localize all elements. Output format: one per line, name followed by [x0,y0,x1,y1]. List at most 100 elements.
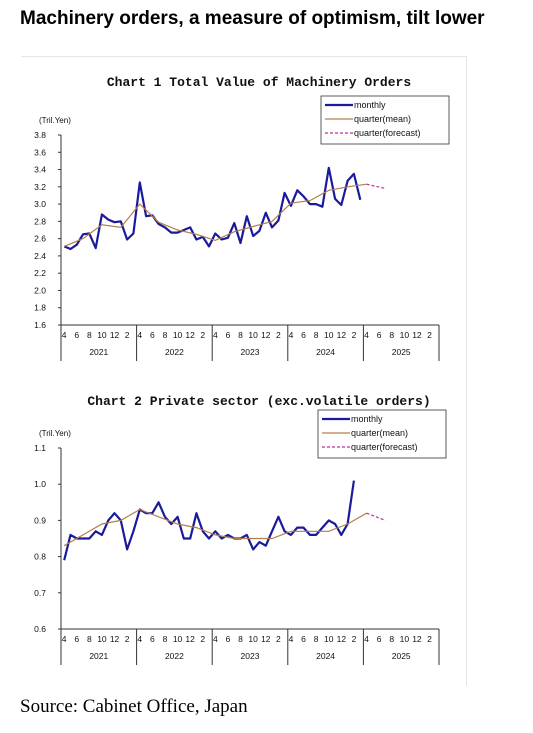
year-label: 2025 [392,347,411,357]
x-tick-label: 6 [150,634,155,644]
x-tick-label: 8 [87,330,92,340]
x-tick-label: 4 [289,330,294,340]
y-tick-label: 1.8 [34,303,46,313]
legend-label: quarter(forecast) [354,128,421,138]
x-tick-label: 4 [62,634,67,644]
year-label: 2023 [241,347,260,357]
y-tick-label: 3.6 [34,147,46,157]
series-quarter-forecast-line [366,183,386,190]
legend: monthly quarter(mean) quarter(forecast) [317,409,447,459]
y-tick-label: 2.8 [34,216,46,226]
year-label: 2023 [241,651,260,661]
y-unit-label: (Tril.Yen) [39,429,71,438]
x-tick-label: 4 [137,634,142,644]
legend-label: monthly [351,414,383,424]
y-tick-label: 3.2 [34,182,46,192]
y-tick-label: 3.0 [34,199,46,209]
y-tick-label: 2.0 [34,285,46,295]
x-tick-label: 6 [74,330,79,340]
x-tick-label: 4 [137,330,142,340]
x-tick-label: 4 [289,634,294,644]
x-tick-label: 8 [389,330,394,340]
x-tick-label: 12 [337,330,347,340]
x-tick-label: 6 [301,634,306,644]
y-tick-label: 3.8 [34,130,46,140]
x-tick-label: 10 [400,634,410,644]
y-tick-label: 1.0 [34,479,46,489]
x-tick-label: 6 [377,330,382,340]
x-tick-label: 12 [110,634,120,644]
x-tick-label: 4 [213,634,218,644]
x-tick-label: 8 [314,634,319,644]
x-tick-label: 4 [62,330,67,340]
y-tick-label: 0.6 [34,624,46,634]
x-tick-label: 2 [276,330,281,340]
x-tick-label: 10 [324,634,334,644]
x-tick-label: 8 [238,330,243,340]
legend-label: monthly [354,100,386,110]
legend-label: quarter(mean) [351,428,408,438]
x-tick-label: 8 [314,330,319,340]
y-tick-label: 0.7 [34,588,46,598]
x-tick-label: 2 [427,634,432,644]
y-tick-label: 2.6 [34,234,46,244]
x-tick-label: 12 [185,330,195,340]
x-tick-label: 12 [261,634,271,644]
x-tick-label: 4 [364,634,369,644]
x-tick-label: 6 [150,330,155,340]
year-label: 2024 [316,347,335,357]
series-monthly-line [63,480,355,561]
x-tick-label: 10 [248,634,258,644]
y-tick-label: 2.4 [34,251,46,261]
year-label: 2025 [392,651,411,661]
year-label: 2021 [89,347,108,357]
x-tick-label: 12 [185,634,195,644]
chart-title: Chart 2 Private sector (exc.volatile ord… [87,394,430,409]
x-tick-label: 8 [163,330,168,340]
legend-label: quarter(forecast) [351,442,418,452]
x-tick-label: 8 [238,634,243,644]
x-tick-label: 4 [213,330,218,340]
series-quarter-forecast-line [366,512,386,521]
series-monthly-line [63,166,362,251]
x-tick-label: 10 [248,330,258,340]
x-tick-label: 8 [389,634,394,644]
chart-panel [21,56,467,686]
y-tick-label: 0.8 [34,552,46,562]
x-tick-label: 8 [163,634,168,644]
x-tick-label: 6 [301,330,306,340]
x-tick-label: 4 [364,330,369,340]
x-tick-label: 2 [125,330,130,340]
y-tick-label: 3.4 [34,165,46,175]
page-headline: Machinery orders, a measure of optimism,… [20,8,485,29]
x-tick-label: 8 [87,634,92,644]
x-tick-label: 2 [427,330,432,340]
x-tick-label: 2 [276,634,281,644]
x-tick-label: 2 [200,634,205,644]
y-tick-label: 1.6 [34,320,46,330]
y-tick-label: 0.9 [34,515,46,525]
year-label: 2022 [165,347,184,357]
x-tick-label: 12 [412,330,422,340]
x-tick-label: 2 [352,634,357,644]
x-tick-label: 10 [173,330,183,340]
year-label: 2024 [316,651,335,661]
x-tick-label: 12 [110,330,120,340]
x-tick-label: 2 [125,634,130,644]
source-note: Source: Cabinet Office, Japan [20,696,248,717]
y-tick-label: 1.1 [34,443,46,453]
year-label: 2021 [89,651,108,661]
chart-1: Chart 1 Total Value of Machinery Orders … [34,75,450,361]
x-tick-label: 10 [97,330,107,340]
x-tick-label: 6 [377,634,382,644]
y-unit-label: (Tril.Yen) [39,116,71,125]
x-tick-label: 12 [337,634,347,644]
x-tick-label: 6 [74,634,79,644]
x-tick-label: 2 [200,330,205,340]
series-quarter-mean-line [63,183,367,247]
x-tick-label: 10 [400,330,410,340]
x-tick-label: 10 [324,330,334,340]
legend: monthly quarter(mean) quarter(forecast) [320,95,450,145]
x-tick-label: 10 [97,634,107,644]
year-label: 2022 [165,651,184,661]
